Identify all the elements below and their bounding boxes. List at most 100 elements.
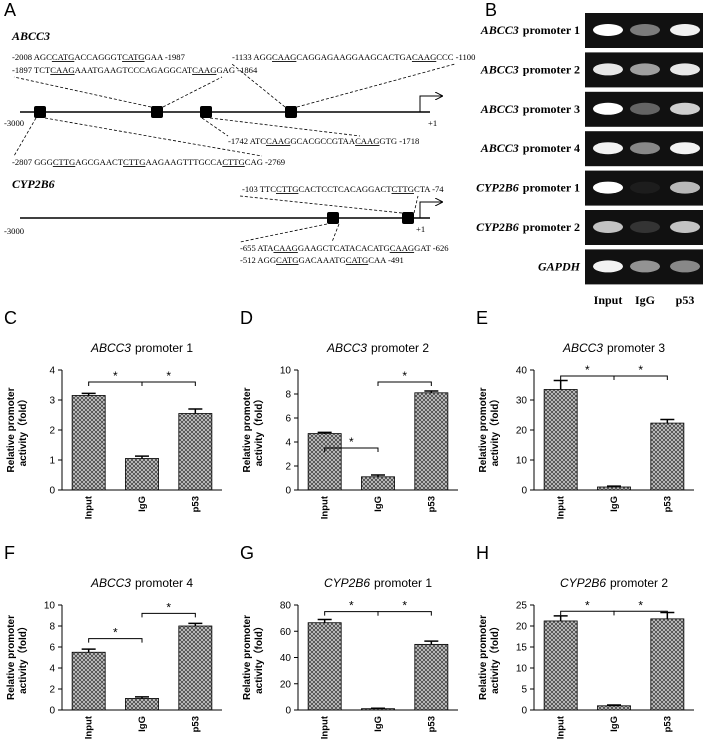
bar — [543, 620, 578, 711]
chart-title: ABCC3 promoter 2 — [326, 341, 429, 355]
y-axis-label: Relative promoter — [242, 387, 253, 472]
title-gene: ABCC3 — [90, 576, 131, 590]
y-tick-label: 0 — [521, 486, 527, 497]
gel-band — [670, 63, 700, 76]
y-axis-label: activity（fold） — [16, 621, 29, 694]
error-bar — [607, 485, 621, 487]
y-tick-label: 20 — [280, 679, 292, 690]
seq-part: CAG -2769 — [245, 157, 285, 167]
end-label: +1 — [416, 224, 425, 234]
gel-band — [630, 24, 660, 36]
x-tick-label: p53 — [426, 496, 437, 512]
chart-title: ABCC3 promoter 3 — [562, 341, 665, 355]
site-box — [327, 212, 339, 224]
site-box — [34, 106, 46, 118]
gel-band — [630, 63, 660, 76]
site-seq: -103 TTCCTTGCACTCCTCACAGGACTCTTGCTA -74 — [242, 184, 444, 194]
error-bar — [317, 431, 332, 434]
y-tick-label: 20 — [516, 622, 528, 633]
x-tick-label: p53 — [662, 716, 673, 732]
seq-part: -103 TTC — [242, 184, 276, 194]
seq-part: -2008 AGC — [12, 52, 52, 62]
seq-part: GTG -1718 — [379, 136, 419, 146]
gel-band — [593, 260, 623, 273]
row-gene: ABCC3 — [480, 141, 519, 155]
seq-part: CCC -1100 — [436, 52, 475, 62]
bar — [650, 422, 685, 491]
y-tick-label: 40 — [280, 653, 292, 664]
bar — [650, 618, 685, 711]
gel-band — [670, 102, 700, 115]
seq-part: -1742 ATC — [228, 136, 266, 146]
significance-bracket — [141, 381, 196, 386]
start-label: -3000 — [4, 118, 24, 128]
seq-part: AGCGAACT — [75, 157, 123, 167]
error-bar — [660, 418, 675, 424]
title-text: promoter 3 — [607, 341, 665, 355]
x-tick-label: Input — [84, 715, 95, 739]
panel-letter: E — [476, 308, 488, 328]
y-tick-label: 5 — [521, 685, 527, 696]
seq-part: GAAGCTCATACACATG — [298, 243, 390, 253]
y-axis-label: activity（fold） — [16, 394, 29, 467]
seq-part: GAG -1864 — [216, 65, 258, 75]
title-text: promoter 4 — [135, 576, 193, 590]
chart-title: ABCC3 promoter 1 — [90, 341, 193, 355]
y-tick-label: 30 — [516, 396, 528, 407]
x-tick-label: Input — [84, 495, 95, 519]
x-tick-label: Input — [320, 715, 331, 739]
significance-label: * — [638, 598, 643, 612]
row-gene: ABCC3 — [480, 23, 519, 37]
y-axis-label: activity（fold） — [252, 621, 265, 694]
row-text: promoter 2 — [523, 62, 580, 76]
site-seq: -1133 AGGCAAGCAGGAGAAGGAAGCACTGACAAGCCC … — [232, 52, 475, 62]
error-bar — [135, 696, 149, 699]
bar — [414, 643, 449, 711]
y-tick-label: 60 — [280, 627, 292, 638]
significance-bracket — [141, 612, 196, 618]
title-gene: ABCC3 — [90, 341, 131, 355]
gel-band — [630, 102, 660, 115]
error-bar — [424, 640, 439, 645]
bar — [71, 651, 106, 711]
gene-name: ABCC3 — [11, 29, 50, 43]
significance-label: * — [402, 369, 407, 383]
row-text: promoter 2 — [523, 220, 580, 234]
error-bar — [553, 379, 568, 390]
bar — [71, 395, 106, 491]
row-label: ABCC3 promoter 4 — [480, 141, 580, 155]
significance-label: * — [349, 599, 354, 613]
seq-motif: CTTG — [123, 157, 145, 167]
x-tick-label: p53 — [426, 716, 437, 732]
y-tick-label: 0 — [285, 486, 291, 497]
gel-band — [630, 221, 660, 233]
row-label: CYP2B6 promoter 1 — [476, 181, 580, 195]
row-text: promoter 1 — [523, 23, 580, 37]
bar — [178, 625, 213, 711]
error-bar — [135, 455, 149, 459]
seq-motif: CATG — [346, 255, 368, 265]
seq-motif: CTTG — [53, 157, 75, 167]
x-tick-label: p53 — [190, 496, 201, 512]
gel-band — [593, 24, 623, 36]
y-axis-label: Relative promoter — [242, 615, 253, 700]
bar — [178, 413, 213, 491]
y-tick-label: 0 — [49, 486, 55, 497]
x-tick-label: IgG — [373, 496, 384, 512]
y-tick-label: 2 — [285, 462, 291, 473]
panel-b: B ABCC3 promoter 1 ABCC3 promoter 2 ABCC3 pro… — [476, 0, 703, 307]
row-gene: CYP2B6 — [476, 220, 519, 234]
y-tick-label: 8 — [49, 622, 55, 633]
seq-part: GAT -626 — [414, 243, 449, 253]
seq-motif: CAAG — [412, 52, 436, 62]
chart-title: CYP2B6 promoter 1 — [324, 576, 432, 590]
row-gene: ABCC3 — [480, 102, 519, 116]
site-box — [200, 106, 212, 118]
seq-motif: CAAG — [272, 52, 296, 62]
row-label: GAPDH — [538, 259, 581, 273]
seq-motif: CATG — [122, 52, 144, 62]
site-seq: -2807 GGGCTTGAGCGAACTCTTGAAGAAGTTTGCCACT… — [12, 157, 285, 167]
site-seq: -1742 ATCCAAGGCACGCCGTAACAAGGTG -1718 — [228, 136, 419, 146]
x-tick-label: Input — [556, 715, 567, 739]
